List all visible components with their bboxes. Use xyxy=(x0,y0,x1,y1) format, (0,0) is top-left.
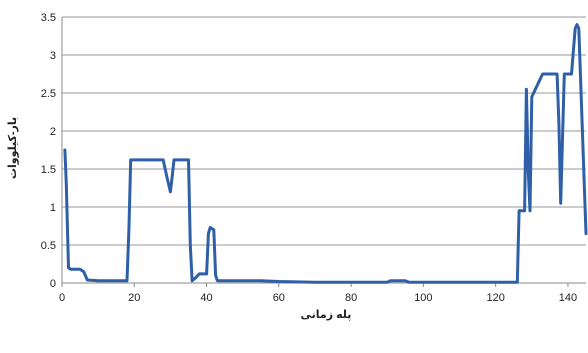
y-tick-label: 3 xyxy=(50,50,56,62)
x-tick-label: 0 xyxy=(59,292,65,304)
y-tick-label: 0.5 xyxy=(41,240,56,252)
series-layer xyxy=(63,23,588,284)
y-tick-label: 2 xyxy=(50,126,56,138)
grid xyxy=(62,16,586,246)
x-tick-labels: 0 20 40 60 80 100 120 140 xyxy=(59,283,577,304)
y-tick-label: 1.5 xyxy=(41,164,56,176)
x-tick-label: 40 xyxy=(200,292,212,304)
y-tick-label: 2.5 xyxy=(41,88,56,100)
x-tick-label: 20 xyxy=(128,292,140,304)
y-tick-label: 3.5 xyxy=(41,12,56,24)
x-tick-label: 100 xyxy=(414,292,432,304)
y-axis-title: بار-کیلووات xyxy=(7,117,19,179)
series-line xyxy=(63,23,588,284)
y-tick-labels: 0 0.5 1 1.5 2 2.5 3 3.5 xyxy=(41,12,56,290)
axes xyxy=(61,17,586,284)
x-tick-label: 140 xyxy=(559,292,577,304)
y-tick-label: 1 xyxy=(50,202,56,214)
x-tick-label: 60 xyxy=(273,292,285,304)
x-tick-label: 120 xyxy=(486,292,504,304)
x-axis-title: پله زمانی xyxy=(301,309,352,321)
x-tick-label: 80 xyxy=(345,292,357,304)
y-tick-label: 0 xyxy=(50,278,56,290)
